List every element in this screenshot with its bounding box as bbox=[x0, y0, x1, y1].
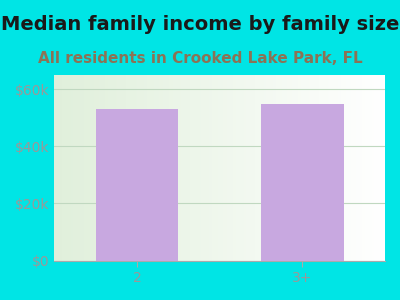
Bar bbox=[96, 109, 178, 261]
Text: All residents in Crooked Lake Park, FL: All residents in Crooked Lake Park, FL bbox=[38, 51, 362, 66]
Text: Median family income by family size: Median family income by family size bbox=[1, 15, 399, 34]
Bar bbox=[261, 103, 344, 261]
